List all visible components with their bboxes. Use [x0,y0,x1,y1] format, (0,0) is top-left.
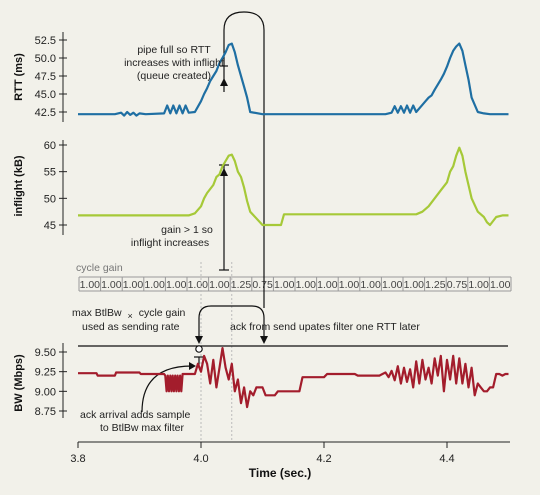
feedback-loop-line [223,11,265,308]
sample-dot [195,345,203,353]
series-line-2 [78,347,509,409]
ack-update-path [198,305,265,340]
x-axis-label: Time (sec.) [249,466,311,480]
annotations-layer: pipe full so RTT increases with inflight… [72,44,420,434]
annotation-pipe-full-line3: (queue created) [137,70,211,82]
series-line-0 [78,42,509,117]
y-tick-label: 55 [44,167,56,179]
gain-cell-value: 1.00 [382,279,403,291]
gain-cell-value: 1.25 [231,279,252,291]
gain-cell-value: 1.00 [404,279,425,291]
arrowhead-ack-arrival [189,362,196,370]
y-tick-label: 45.0 [35,89,56,101]
rtt-y-label: RTT (ms) [13,53,25,101]
y-tick-label: 50.0 [35,53,56,65]
gain-cell-value: 1.00 [360,279,381,291]
y-tick-label: 9.25 [35,367,56,379]
arrowhead-inflight [220,168,228,176]
gain-cell-value: 1.00 [274,279,295,291]
annotation-times-symbol: × [128,311,133,321]
y-tick-label: 60 [44,140,56,152]
gain-cell-value: 1.00 [490,279,511,291]
x-tick-label: 4.4 [439,453,454,465]
inflight-y-label: inflight (kB) [13,155,25,216]
annotation-ack-update: ack from send upates filter one RTT late… [230,321,420,333]
y-tick-label: 50 [44,193,56,205]
ack-arrival-arrow [141,365,193,413]
annotation-ack-arrival-line2: to BtlBw max filter [100,422,185,434]
ticks-layer: 52.5 50.0 47.5 45.0 42.5 60 55 50 45 9.50 9.25 9.00… [35,35,455,465]
gain-cell-value: 0.75 [447,279,468,291]
series-line-1 [78,146,509,227]
series-layer [78,42,509,409]
x-tick-label: 4.0 [193,453,208,465]
gain-cell-value: 1.25 [425,279,446,291]
annotation-pipe-full-line1: pipe full so RTT [137,44,211,56]
annotation-max-btlbw-line2: used as sending rate [82,321,180,333]
gain-cell-value: 1.00 [144,279,165,291]
annotation-max-btlbw-part2: cycle gain [139,307,186,319]
x-tick-label: 4.2 [316,453,331,465]
bw-y-label: BW (Mbps) [13,354,25,412]
y-tick-label: 8.75 [35,406,56,418]
y-tick-label: 45 [44,220,56,232]
gain-cell-value: 1.00 [317,279,338,291]
gain-cell-value: 1.00 [468,279,489,291]
gain-cell-value: 1.00 [101,279,122,291]
guide-lines [78,11,508,442]
annotation-pipe-full-line2: increases with inflight [124,57,224,69]
gain-cell-value: 1.00 [296,279,317,291]
gain-cell-value: 1.00 [123,279,144,291]
gain-cell-value: 0.75 [252,279,273,291]
x-tick-label: 3.8 [70,453,85,465]
annotation-max-btlbw-part1: max BtlBw [72,307,122,319]
annotation-max-btlbw-line1: max BtlBw × cycle gain [72,307,186,322]
gain-cell-value: 1.00 [80,279,101,291]
annotation-gain-line2: inflight increases [131,237,209,249]
gain-cell-value: 1.00 [339,279,360,291]
arrowhead-ack-update [260,336,268,344]
y-tick-label: 42.5 [35,107,56,119]
gain-cell-value: 1.00 [166,279,187,291]
y-tick-label: 47.5 [35,71,56,83]
cycle-gain-row: cycle gain 1.00 1.00 1.00 1.00 1.00 1.00 1.00 1… [76,262,512,292]
annotation-gain-line1: gain > 1 so [161,224,213,236]
arrowhead-rtt [220,78,228,86]
gain-cell-value: 1.00 [188,279,209,291]
cycle-gain-title: cycle gain [76,262,123,274]
axes-layer: RTT (ms) inflight (kB) BW (Mbps) Time (s… [13,32,510,480]
arrowhead-sending-rate [195,336,203,344]
annotation-ack-arrival-line1: ack arrival adds sample [80,409,190,421]
y-tick-label: 9.50 [35,347,56,359]
y-tick-label: 52.5 [35,35,56,47]
y-tick-label: 9.00 [35,386,56,398]
gain-cell-value: 1.00 [209,279,230,291]
